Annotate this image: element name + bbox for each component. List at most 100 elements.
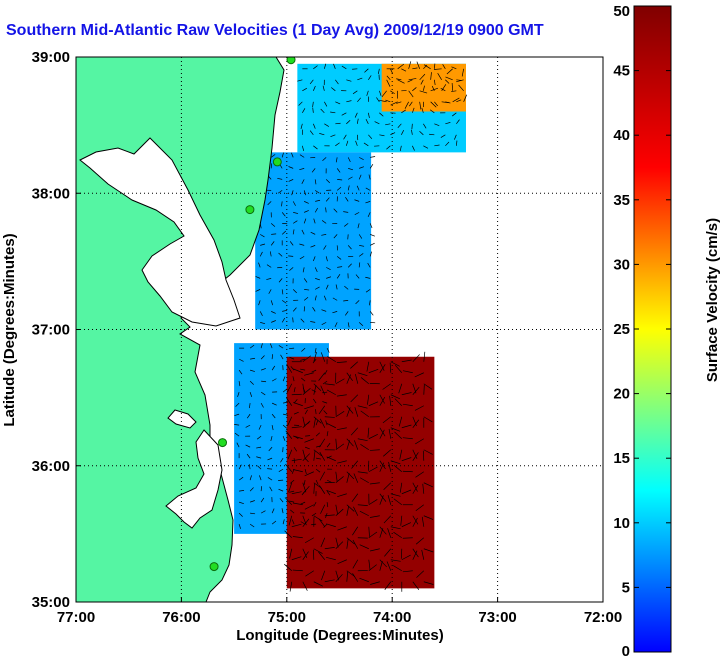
vector-arrow	[299, 256, 305, 260]
vector-arrow	[335, 157, 338, 163]
vector-arrow	[335, 504, 339, 515]
vector-arrow	[326, 556, 336, 561]
vector-arrow	[423, 383, 433, 390]
vector-arrow	[368, 401, 379, 407]
vector-arrow	[238, 358, 244, 362]
vector-arrow	[346, 79, 352, 82]
vector-arrow	[234, 432, 240, 437]
y-axis-label: Latitude (Degrees:Minutes)	[1, 233, 18, 426]
colorbar-label: Surface Velocity (cm/s)	[704, 218, 721, 382]
vector-arrow	[377, 68, 380, 75]
vector-arrow	[291, 523, 302, 528]
vector-arrow	[249, 369, 255, 372]
vector-arrow	[287, 416, 293, 426]
vector-arrow	[335, 411, 345, 418]
vector-arrow	[437, 72, 442, 80]
vector-arrow	[319, 438, 326, 448]
vector-arrow	[356, 118, 359, 124]
vector-arrow	[312, 107, 314, 113]
y-tick-label: 38:00	[32, 185, 70, 202]
vector-arrow	[360, 444, 369, 451]
vector-arrow	[326, 490, 331, 496]
vector-arrow	[291, 152, 294, 158]
vector-arrow	[235, 402, 240, 407]
vector-arrow	[304, 438, 314, 443]
vector-arrow	[260, 355, 265, 360]
vector-arrow	[302, 515, 307, 526]
vector-arrow	[293, 446, 298, 452]
vector-arrow	[291, 458, 302, 462]
vector-arrow	[249, 380, 254, 385]
vector-arrow	[268, 289, 272, 294]
vector-arrow	[313, 65, 318, 70]
vector-arrow	[401, 554, 411, 561]
vector-arrow	[354, 112, 358, 118]
vector-arrow	[384, 581, 392, 590]
vector-arrow	[313, 145, 318, 150]
vector-arrow	[390, 427, 401, 432]
vector-arrow	[357, 405, 368, 409]
vector-arrow	[393, 531, 402, 539]
vector-arrow	[390, 394, 401, 400]
vector-arrow	[292, 569, 303, 572]
vector-arrow	[386, 79, 391, 87]
vector-arrow	[281, 300, 287, 304]
x-tick-label: 73:00	[478, 609, 516, 626]
vector-arrow	[293, 435, 303, 440]
vector-arrow	[304, 289, 310, 291]
grid-lines	[76, 57, 603, 602]
vector-arrow	[249, 344, 255, 349]
vector-arrow	[297, 79, 303, 82]
vector-arrow	[379, 559, 387, 568]
vector-arrow	[393, 498, 403, 506]
vector-arrow	[412, 416, 417, 427]
vector-arrow	[314, 348, 317, 354]
vector-arrow	[350, 427, 359, 436]
vector-arrow	[309, 79, 314, 85]
vector-arrow	[293, 402, 303, 407]
vector-arrow	[412, 449, 418, 459]
vector-arrow	[319, 471, 326, 481]
vector-arrow	[315, 432, 320, 437]
vector-arrow	[281, 152, 284, 158]
vector-arrow	[284, 563, 293, 572]
vector-arrow	[302, 267, 305, 273]
vector-arrow	[384, 548, 392, 557]
vector-arrow	[322, 157, 327, 161]
vector-arrow	[237, 392, 240, 397]
colorbar-tick-label: 30	[613, 256, 630, 273]
vector-arrow	[337, 460, 347, 464]
vector-arrow	[335, 443, 345, 451]
vector-arrow	[325, 420, 328, 426]
vector-arrow	[256, 446, 262, 449]
vector-arrow	[309, 130, 314, 136]
vector-arrow	[352, 526, 359, 536]
vector-arrow	[337, 526, 347, 531]
vector-arrow	[282, 309, 288, 312]
vector-arrow	[387, 528, 392, 538]
vector-arrow	[324, 514, 335, 517]
vector-arrow	[346, 407, 351, 417]
vector-arrow	[333, 63, 336, 69]
vector-arrow	[300, 358, 306, 361]
vector-arrow	[293, 411, 299, 415]
vector-arrow	[289, 581, 293, 592]
vector-arrow	[300, 501, 306, 505]
vector-arrow	[269, 343, 273, 349]
vector-arrow	[299, 154, 305, 158]
vector-arrow	[282, 388, 288, 393]
vector-arrow	[246, 453, 251, 459]
vector-arrow	[293, 387, 296, 393]
vector-arrow	[324, 369, 328, 375]
vector-arrow	[412, 550, 418, 560]
vector-arrow	[352, 573, 359, 582]
vector-arrow	[374, 121, 380, 125]
vector-arrow	[379, 427, 386, 437]
vector-arrow	[302, 355, 311, 363]
station-marker	[245, 205, 255, 215]
vector-arrow	[412, 67, 418, 70]
vector-arrow	[461, 68, 465, 77]
vector-arrow	[354, 212, 360, 216]
vector-arrow	[357, 372, 368, 377]
vector-arrow	[415, 471, 424, 478]
